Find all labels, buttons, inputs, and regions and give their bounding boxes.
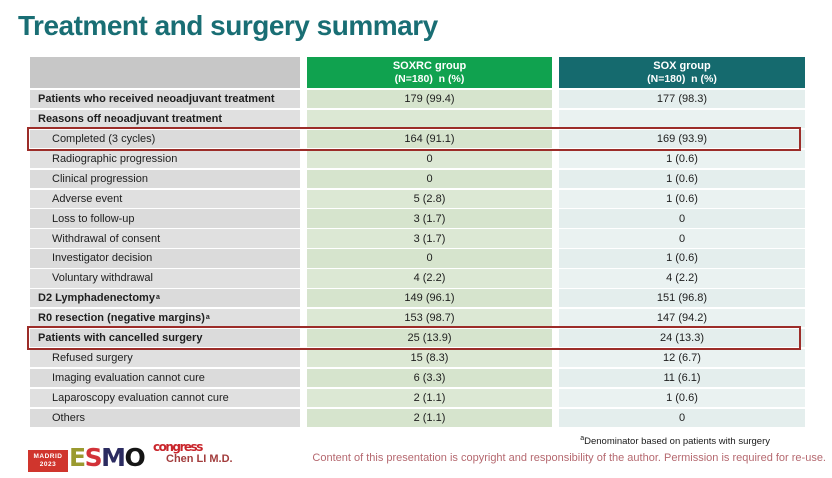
table-row: Clinical progression 0 1 (0.6) — [30, 169, 805, 189]
sox-value: 0 — [559, 209, 805, 228]
sox-value: 177 (98.3) — [559, 90, 805, 109]
soxrc-value: 6 (3.3) — [307, 368, 552, 388]
header-empty-cell — [30, 57, 300, 88]
sox-value: 12 (6.7) — [559, 348, 805, 368]
esmo-wordmark: ESMO congress — [69, 440, 203, 472]
sox-value: 4 (2.2) — [559, 269, 805, 288]
esmo-letter-o: O — [124, 443, 145, 472]
table-row: Adverse event 5 (2.8) 1 (0.6) — [30, 189, 805, 208]
table-row: Reasons off neoadjuvant treatment — [30, 109, 805, 129]
table-body: Patients who received neoadjuvant treatm… — [27, 90, 805, 427]
table-row: Voluntary withdrawal 4 (2.2) 4 (2.2) — [30, 269, 805, 288]
madrid-year: 2023 — [39, 461, 57, 468]
copyright-notice: Content of this presentation is copyrigh… — [312, 452, 826, 464]
row-label: Clinical progression — [30, 169, 300, 189]
soxrc-value — [307, 109, 552, 129]
soxrc-value: 2 (1.1) — [307, 408, 552, 427]
footnote-superscript: a — [580, 435, 585, 442]
sox-value: 24 (13.3) — [559, 328, 805, 348]
summary-table: SOXRC group (N=180) n (%) SOX group (N=1… — [27, 57, 805, 427]
esmo-letter-m: M — [101, 443, 126, 472]
table-row: Withdrawal of consent 3 (1.7) 0 — [30, 229, 805, 248]
table-row: Loss to follow-up 3 (1.7) 0 — [30, 209, 805, 228]
row-label: Radiographic progression — [30, 149, 300, 169]
table-row: Others 2 (1.1) 0 — [30, 408, 805, 427]
table-row: Radiographic progression 0 1 (0.6) — [30, 149, 805, 169]
row-label: Imaging evaluation cannot cure — [30, 368, 300, 388]
page-title: Treatment and surgery summary — [18, 10, 438, 41]
table-row: Patients with cancelled surgery 25 (13.9)… — [27, 326, 805, 350]
row-label: Others — [30, 408, 300, 427]
table-footnote: aDenominator based on patients with surg… — [580, 435, 770, 447]
sox-value — [559, 109, 805, 129]
row-label: Withdrawal of consent — [30, 229, 300, 248]
presenter-name: Chen LI M.D. — [166, 453, 233, 465]
table-row: Completed (3 cycles) 164 (91.1) 169 (93.9) — [27, 127, 805, 151]
row-label: Investigator decision — [30, 249, 300, 268]
madrid-2023-badge: MADRID 2023 — [28, 450, 68, 472]
soxrc-value: 4 (2.2) — [307, 269, 552, 288]
esmo-letter-s: S — [84, 443, 103, 472]
sox-value: 1 (0.6) — [559, 189, 805, 208]
row-label: Adverse event — [30, 189, 300, 208]
row-label: Reasons off neoadjuvant treatment — [30, 109, 300, 129]
soxrc-value: 0 — [307, 249, 552, 268]
esmo-letter-e: E — [69, 443, 86, 472]
sox-value: 0 — [559, 408, 805, 427]
table-row: Laparoscopy evaluation cannot cure 2 (1.1… — [30, 388, 805, 407]
congress-label: congress — [153, 440, 203, 454]
soxrc-value: 149 (96.1) — [307, 289, 552, 308]
soxrc-value: 3 (1.7) — [307, 209, 552, 228]
table-row: R0 resection (negative margins) a 153 (98.… — [30, 308, 805, 328]
esmo-congress-logo: MADRID 2023 ESMO congress — [28, 440, 203, 475]
soxrc-value: 15 (8.3) — [307, 348, 552, 368]
soxrc-value: 2 (1.1) — [307, 388, 552, 407]
soxrc-group-n: (N=180) n (%) — [394, 72, 465, 85]
row-label: D2 Lymphadenectomy a — [30, 289, 300, 308]
sox-value: 147 (94.2) — [559, 308, 805, 328]
sox-value: 169 (93.9) — [559, 129, 805, 149]
footnote-text: Denominator based on patients with surge… — [584, 436, 770, 448]
soxrc-value: 25 (13.9) — [307, 328, 552, 348]
sox-value: 1 (0.6) — [559, 388, 805, 407]
soxrc-value: 179 (99.4) — [307, 90, 552, 109]
soxrc-group-name: SOXRC group — [392, 59, 467, 72]
sox-value: 11 (6.1) — [559, 368, 805, 388]
row-label: Patients who received neoadjuvant treatm… — [30, 90, 300, 109]
sox-group-name: SOX group — [653, 59, 711, 72]
sox-value: 1 (0.6) — [559, 249, 805, 268]
table-row: Refused surgery 15 (8.3) 12 (6.7) — [30, 348, 805, 368]
header-sox-group: SOX group (N=180) n (%) — [559, 57, 805, 88]
row-label: Refused surgery — [30, 348, 300, 368]
table-header-row: SOXRC group (N=180) n (%) SOX group (N=1… — [30, 57, 805, 88]
table-row: Patients who received neoadjuvant treatm… — [30, 90, 805, 109]
sox-group-n: (N=180) n (%) — [647, 72, 717, 85]
sox-value: 151 (96.8) — [559, 289, 805, 308]
row-label: Voluntary withdrawal — [30, 269, 300, 288]
sox-value: 1 (0.6) — [559, 149, 805, 169]
madrid-label: MADRID — [33, 453, 63, 461]
table-row: D2 Lymphadenectomy a 149 (96.1) 151 (96.8) — [30, 289, 805, 308]
sox-value: 0 — [559, 229, 805, 248]
row-label: Patients with cancelled surgery — [30, 328, 300, 348]
soxrc-value: 0 — [307, 169, 552, 189]
row-label: Completed (3 cycles) — [30, 129, 300, 149]
soxrc-value: 153 (98.7) — [307, 308, 552, 328]
table-row: Investigator decision 0 1 (0.6) — [30, 249, 805, 268]
header-soxrc-group: SOXRC group (N=180) n (%) — [307, 57, 552, 88]
soxrc-value: 5 (2.8) — [307, 189, 552, 208]
sox-value: 1 (0.6) — [559, 169, 805, 189]
soxrc-value: 3 (1.7) — [307, 229, 552, 248]
row-label: Loss to follow-up — [30, 209, 300, 228]
soxrc-value: 164 (91.1) — [307, 129, 552, 149]
soxrc-value: 0 — [307, 149, 552, 169]
row-label: Laparoscopy evaluation cannot cure — [30, 388, 300, 407]
table-row: Imaging evaluation cannot cure 6 (3.3) 11 … — [30, 368, 805, 388]
row-label: R0 resection (negative margins) a — [30, 308, 300, 328]
